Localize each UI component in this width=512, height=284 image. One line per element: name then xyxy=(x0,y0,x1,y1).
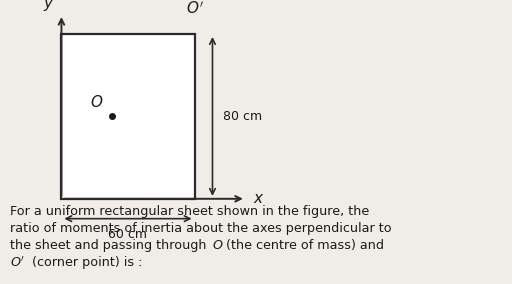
Text: $O$: $O$ xyxy=(212,239,224,252)
Text: 60 cm: 60 cm xyxy=(109,228,147,241)
Text: $x$: $x$ xyxy=(253,192,265,206)
Text: $y$: $y$ xyxy=(43,0,54,13)
Bar xyxy=(61,34,195,199)
Text: 80 cm: 80 cm xyxy=(223,110,262,123)
Text: $O$: $O$ xyxy=(90,94,103,110)
Text: ratio of moments of inertia about the axes perpendicular to: ratio of moments of inertia about the ax… xyxy=(10,222,392,235)
Text: $O'$: $O'$ xyxy=(185,1,204,17)
Text: (corner point) is :: (corner point) is : xyxy=(28,256,143,269)
Text: the sheet and passing through: the sheet and passing through xyxy=(10,239,211,252)
Text: For a uniform rectangular sheet shown in the figure, the: For a uniform rectangular sheet shown in… xyxy=(10,205,370,218)
Text: $O'$: $O'$ xyxy=(10,255,26,270)
Text: (the centre of mass) and: (the centre of mass) and xyxy=(222,239,383,252)
